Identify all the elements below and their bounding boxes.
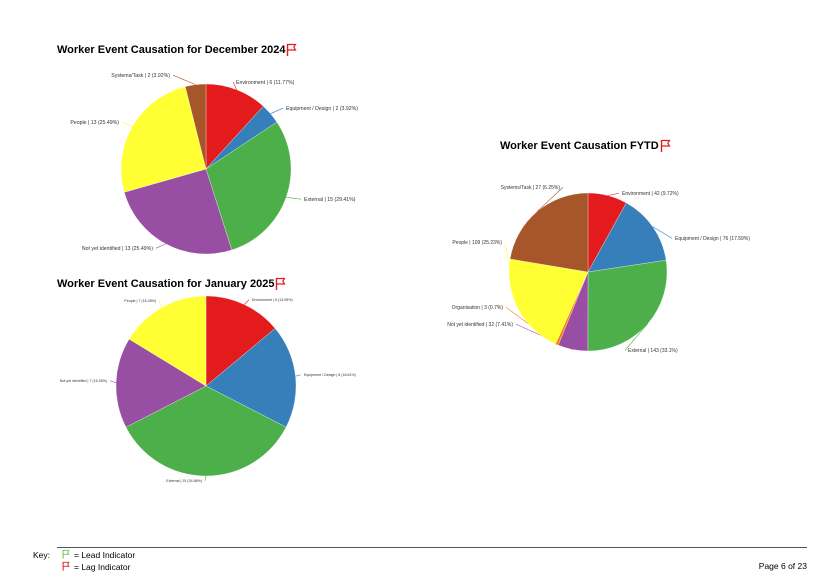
lag-flag-icon (276, 277, 287, 290)
fytd-slice-label-0: Environment | 42 (9.72%) (622, 191, 679, 197)
december-leader-line-4 (121, 121, 133, 127)
chart-title-december-text: Worker Event Causation for December 2024 (57, 43, 286, 56)
fytd-leader-line-2 (624, 323, 649, 351)
fytd-slice-label-4: Organisation | 3 (0.7%) (452, 305, 504, 311)
chart-title-december: Worker Event Causation for December 2024 (57, 43, 298, 56)
december-leader-line-0 (232, 82, 237, 90)
fytd-leader-line-0 (607, 192, 620, 196)
january-leader-line-2 (204, 475, 207, 481)
december-leader-line-5 (172, 74, 196, 85)
lag-flag-icon (660, 139, 671, 152)
lead-indicator-text: = Lead Indicator (74, 550, 136, 560)
december-leader-line-3 (155, 243, 166, 249)
december-leader-line-1 (270, 107, 284, 114)
chart-title-january: Worker Event Causation for January 2025 (57, 277, 287, 290)
january-leader-line-3 (109, 380, 117, 383)
january-slice-label-4: People | 7 (16.28%) (124, 299, 156, 303)
fytd-slice-label-6: Systems/Task | 27 (6.25%) (501, 185, 561, 191)
december-slice-label-2: External | 15 (29.41%) (304, 197, 356, 203)
december-slice-label-3: Not yet identified | 13 (25.49%) (82, 246, 153, 252)
january-slice-2 (125, 385, 287, 477)
page-number: Page 6 of 23 (758, 561, 807, 571)
fytd-slice-label-2: External | 143 (33.1%) (628, 348, 678, 354)
december-slice-0 (205, 83, 264, 170)
key-label: Key: (33, 550, 51, 560)
chart-title-fytd-text: Worker Event Causation FYTD (500, 139, 659, 152)
footer-divider (57, 547, 807, 548)
fytd-slice-label-3: Not yet identified | 32 (7.41%) (447, 322, 513, 328)
chart-title-january-text: Worker Event Causation for January 2025 (57, 277, 275, 290)
december-slice-label-4: People | 13 (25.49%) (70, 120, 119, 126)
december-leader-line-2 (286, 197, 302, 200)
lag-flag-icon (62, 561, 70, 571)
december-slice-label-5: Systems/Task | 2 (3.92%) (111, 73, 170, 79)
fytd-slice-6 (509, 192, 589, 273)
january-slice-label-3: Not yet identified | 7 (16.28%) (60, 379, 107, 383)
fytd-leader-line-5 (504, 242, 519, 310)
fytd-leader-line-1 (652, 226, 673, 239)
fytd-slice-label-1: Equipment / Design | 76 (17.59%) (675, 236, 750, 242)
december-slice-label-0: Environment | 6 (11.77%) (236, 80, 295, 86)
lead-flag-icon (62, 549, 70, 559)
fytd-slice-1 (587, 202, 667, 273)
chart-title-fytd: Worker Event Causation FYTD (500, 139, 671, 152)
lag-flag-icon (287, 43, 298, 56)
fytd-slice-label-5: People | 109 (25.23%) (452, 240, 502, 246)
january-slice-label-1: Equipment / Design | 8 (18.61%) (304, 373, 356, 377)
lag-indicator-text: = Lag Indicator (74, 562, 131, 572)
january-leader-line-0 (243, 299, 250, 305)
january-slice-label-0: Environment | 6 (13.95%) (252, 298, 293, 302)
december-slice-2 (205, 121, 292, 251)
december-slice-label-1: Equipment / Design | 2 (3.92%) (286, 106, 358, 112)
january-leader-line-1 (295, 374, 302, 377)
fytd-slice-2 (587, 260, 668, 352)
january-slice-label-2: External | 15 (34.88%) (166, 479, 202, 483)
january-leader-line-4 (158, 300, 163, 308)
january-slice-0 (205, 295, 276, 387)
fytd-leader-line-6 (536, 187, 564, 212)
fytd-slice-5 (508, 258, 589, 345)
january-slice-1 (205, 328, 297, 428)
